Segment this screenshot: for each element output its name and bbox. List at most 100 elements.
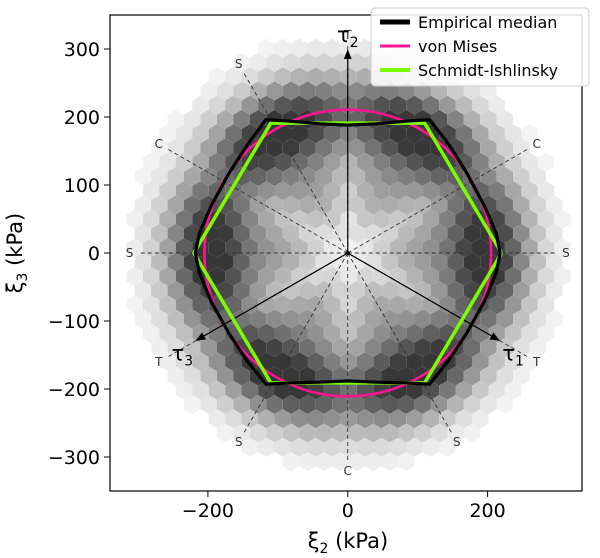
- hex-cell: [291, 209, 308, 229]
- hex-cell: [398, 167, 415, 186]
- hex-cell: [340, 181, 357, 201]
- hex-cell: [472, 409, 489, 429]
- hex-cell: [167, 252, 184, 272]
- hex-cell: [381, 167, 398, 186]
- hex-cell: [233, 423, 250, 443]
- hex-cell: [151, 138, 168, 158]
- hex-cell: [175, 209, 193, 229]
- hex-cell: [315, 252, 333, 272]
- hex-cell: [282, 252, 300, 272]
- y-tick-label: −100: [48, 311, 100, 333]
- hex-cell: [225, 266, 242, 286]
- hex-cell: [546, 195, 563, 215]
- hex-cell: [151, 338, 168, 357]
- direction-label: S: [453, 435, 461, 449]
- hex-cell: [274, 95, 291, 115]
- hex-cell: [332, 224, 349, 243]
- hex-cell: [217, 252, 234, 272]
- hex-cell: [249, 423, 267, 443]
- hex-cell: [348, 195, 365, 215]
- hex-cell: [373, 152, 390, 172]
- hex-cell: [480, 167, 497, 186]
- hex-cell: [406, 95, 423, 115]
- x-axis-label: ξ2 (kPa): [308, 529, 388, 557]
- tau-axis-label: τ2: [337, 23, 359, 51]
- hex-cell: [217, 224, 234, 243]
- hex-cell: [282, 281, 300, 300]
- hex-cell: [348, 423, 365, 443]
- series-lines: [192, 108, 504, 398]
- hex-cell: [463, 167, 481, 186]
- hex-cell: [439, 437, 456, 457]
- hex-cell: [414, 338, 431, 357]
- hex-cell: [142, 152, 160, 172]
- hex-cell: [537, 266, 555, 286]
- series-empirical-median: [193, 118, 502, 386]
- hex-cell: [537, 323, 555, 343]
- hex-cell: [373, 295, 390, 315]
- hex-cell: [521, 323, 538, 343]
- hex-cell: [266, 309, 283, 329]
- hex-cell: [225, 409, 242, 429]
- hex-cell: [521, 209, 538, 229]
- hex-cell: [373, 181, 390, 201]
- hex-cell: [513, 309, 530, 329]
- hex-cell: [266, 395, 283, 414]
- hex-cell: [430, 423, 448, 443]
- hex-cell: [521, 295, 538, 315]
- hex-cell: [208, 380, 226, 400]
- hex-cell: [225, 124, 242, 144]
- hex-cell: [422, 409, 440, 429]
- y-axis-ticks: −300 −200 −100 0 100 200 300: [48, 39, 110, 469]
- hex-cell: [184, 395, 201, 414]
- hex-cell: [184, 224, 201, 243]
- hex-cell: [151, 195, 168, 215]
- hex-cell: [282, 195, 300, 215]
- hex-cell: [258, 38, 275, 58]
- hex-cell: [159, 323, 176, 343]
- hex-cell: [266, 167, 283, 186]
- hex-cell: [282, 53, 300, 72]
- hex-cell: [488, 352, 505, 372]
- hex-cell: [233, 395, 250, 414]
- hex-cell: [217, 81, 234, 101]
- hex-cell: [414, 195, 431, 215]
- hex-cell: [381, 281, 398, 300]
- hex-cell: [414, 252, 431, 272]
- hex-cell: [521, 152, 538, 172]
- hex-cell: [233, 110, 250, 129]
- hex-cell: [142, 323, 160, 343]
- hex-cell: [217, 110, 234, 129]
- hex-cell: [258, 67, 275, 87]
- hex-cell: [208, 152, 226, 172]
- hex-cell: [422, 181, 440, 201]
- hex-cell: [323, 67, 341, 87]
- hex-cell: [323, 38, 341, 58]
- hex-cell: [175, 380, 193, 400]
- hex-cell: [521, 238, 538, 258]
- hex-cell: [439, 238, 456, 258]
- hex-cell: [299, 366, 316, 386]
- direction-label: C: [344, 464, 352, 478]
- hex-cell: [274, 238, 291, 258]
- hex-cell: [299, 138, 316, 158]
- hex-cell: [233, 281, 250, 300]
- hex-cell: [225, 352, 242, 372]
- hex-cell: [365, 138, 382, 158]
- hex-cell: [381, 252, 398, 272]
- hex-cell: [167, 110, 184, 129]
- hex-cell: [414, 138, 431, 158]
- hex-cell: [472, 124, 489, 144]
- hex-cell: [274, 38, 291, 58]
- hex-cell: [480, 395, 497, 414]
- hex-cell: [282, 395, 300, 414]
- hex-cell: [315, 395, 333, 414]
- hex-cell: [274, 181, 291, 201]
- hex-cell: [291, 352, 308, 372]
- hex-cell: [381, 138, 398, 158]
- hex-cell: [389, 323, 407, 343]
- hex-cell: [307, 266, 324, 286]
- hex-cell: [504, 124, 522, 144]
- hex-cell: [554, 209, 571, 229]
- hex-cell: [373, 124, 390, 144]
